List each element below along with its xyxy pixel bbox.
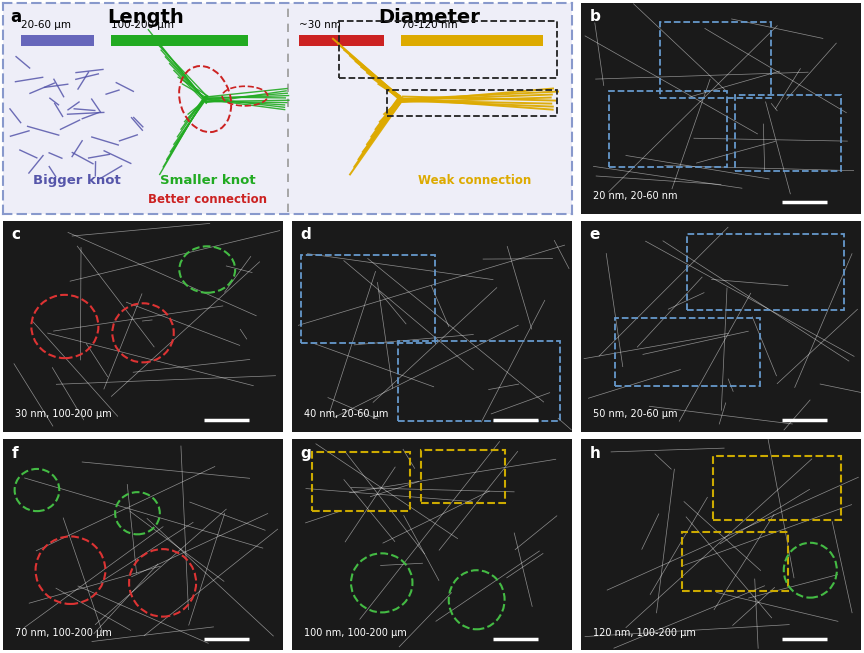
Bar	[312, 452, 410, 511]
Text: e: e	[590, 227, 600, 242]
Bar	[688, 234, 844, 310]
Text: 40 nm, 20-60 μm: 40 nm, 20-60 μm	[303, 409, 388, 419]
Text: b: b	[590, 9, 600, 24]
Text: Diameter: Diameter	[378, 8, 480, 27]
Text: c: c	[12, 227, 21, 242]
Bar	[398, 342, 561, 421]
Bar	[111, 35, 248, 46]
Bar	[299, 35, 384, 46]
Text: ~30 nm: ~30 nm	[299, 20, 340, 30]
Text: 20 nm, 20-60 nm: 20 nm, 20-60 nm	[593, 191, 677, 201]
Text: 70 nm, 100-200 μm: 70 nm, 100-200 μm	[15, 628, 111, 638]
Text: 20-60 μm: 20-60 μm	[21, 20, 71, 30]
Bar	[735, 95, 841, 172]
Text: 50 nm, 20-60 μm: 50 nm, 20-60 μm	[593, 409, 677, 419]
Bar	[609, 91, 727, 167]
Text: h: h	[590, 446, 600, 461]
Text: 30 nm, 100-200 μm: 30 nm, 100-200 μm	[15, 409, 111, 419]
Bar	[659, 22, 772, 97]
Bar	[615, 318, 760, 385]
Text: f: f	[12, 446, 18, 461]
Text: 100-200 μm: 100-200 μm	[111, 20, 175, 30]
Text: Smaller knot: Smaller knot	[160, 174, 256, 187]
Text: d: d	[301, 227, 312, 242]
Bar	[387, 90, 557, 116]
Text: g: g	[301, 446, 312, 461]
Text: 100 nm, 100-200 μm: 100 nm, 100-200 μm	[303, 628, 406, 638]
Text: a: a	[10, 8, 22, 26]
Text: Bigger knot: Bigger knot	[34, 174, 121, 187]
Bar	[21, 35, 94, 46]
Bar	[713, 456, 841, 520]
Text: Better connection: Better connection	[149, 193, 268, 206]
Text: Length: Length	[107, 8, 184, 27]
Bar	[339, 21, 557, 78]
Bar	[401, 35, 543, 46]
Text: 70-120 nm: 70-120 nm	[401, 20, 458, 30]
Text: 120 nm, 100-200 μm: 120 nm, 100-200 μm	[593, 628, 696, 638]
Bar	[301, 255, 435, 343]
Bar	[421, 450, 505, 503]
Bar	[682, 532, 788, 592]
Text: Weak connection: Weak connection	[418, 174, 531, 187]
